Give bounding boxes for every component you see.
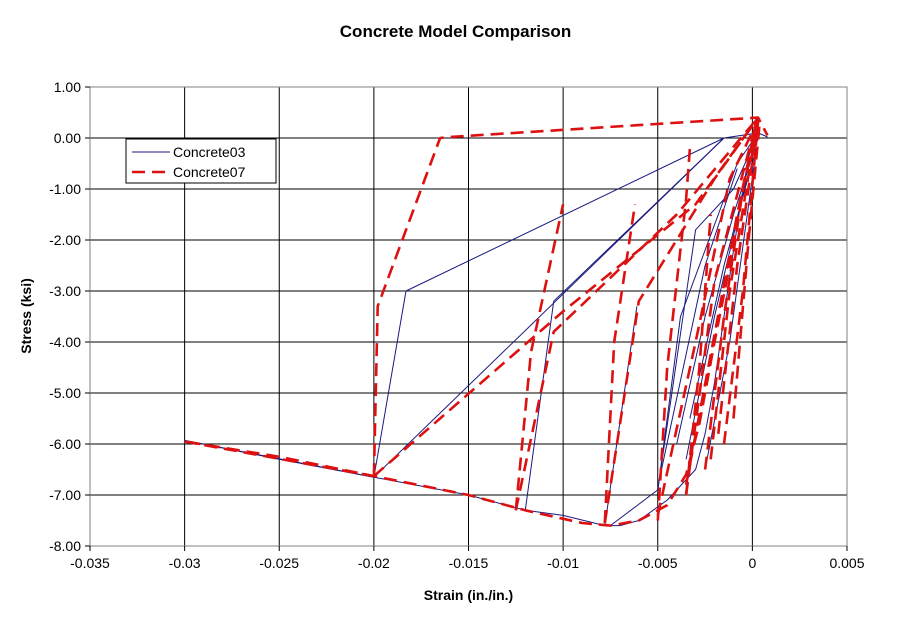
legend-label-concrete07: Concrete07 bbox=[173, 164, 246, 180]
y-tick-label: -1.00 bbox=[49, 181, 81, 197]
x-tick-label: -0.035 bbox=[70, 555, 110, 571]
y-tick-label: -2.00 bbox=[49, 232, 81, 248]
y-tick-label: 0.00 bbox=[54, 130, 81, 146]
x-tick-label: -0.015 bbox=[449, 555, 489, 571]
series-concrete07-line bbox=[184, 117, 760, 527]
series-concrete03-line bbox=[689, 148, 757, 419]
series-concrete03-line bbox=[373, 132, 759, 478]
series-concrete07-line bbox=[656, 148, 692, 521]
series-concrete07-line bbox=[514, 204, 565, 511]
x-tick-label: -0.02 bbox=[358, 555, 390, 571]
series-concrete07-line bbox=[603, 204, 637, 524]
x-tick-label: -0.03 bbox=[169, 555, 201, 571]
series-concrete03-line bbox=[610, 132, 759, 526]
x-tick-label: -0.005 bbox=[638, 555, 678, 571]
series-concrete03-line bbox=[524, 137, 725, 511]
y-tick-label: -8.00 bbox=[49, 538, 81, 554]
series-concrete07-line bbox=[603, 116, 760, 524]
series-concrete07-line bbox=[684, 122, 758, 486]
series-concrete07-line bbox=[184, 440, 375, 478]
series-concrete07-line bbox=[656, 119, 760, 516]
series-concrete03-line bbox=[661, 168, 738, 470]
y-tick-label: -3.00 bbox=[49, 283, 81, 299]
series-concrete07-line bbox=[514, 116, 760, 511]
y-tick-label: 1.00 bbox=[54, 79, 81, 95]
y-tick-label: -4.00 bbox=[49, 334, 81, 350]
x-tick-label: -0.025 bbox=[259, 555, 299, 571]
series-concrete07-line bbox=[722, 120, 760, 445]
chart-title: Concrete Model Comparison bbox=[339, 22, 572, 41]
x-tick-label: -0.01 bbox=[547, 555, 579, 571]
series-concrete07-line bbox=[372, 116, 769, 477]
series-concrete07-line bbox=[373, 116, 760, 478]
y-tick-label: -6.00 bbox=[49, 436, 81, 452]
x-axis-label: Strain (in./in.) bbox=[423, 587, 514, 603]
x-tick-label: 0 bbox=[748, 555, 756, 571]
x-tick-label: 0.005 bbox=[829, 555, 864, 571]
legend-label-concrete03: Concrete03 bbox=[173, 144, 246, 160]
legend-box bbox=[125, 138, 277, 184]
y-tick-label: -7.00 bbox=[49, 487, 81, 503]
series-concrete07-line bbox=[709, 127, 758, 460]
series-concrete07-line bbox=[684, 122, 758, 496]
y-tick-label: -5.00 bbox=[49, 385, 81, 401]
series-concrete07-line bbox=[717, 122, 760, 434]
